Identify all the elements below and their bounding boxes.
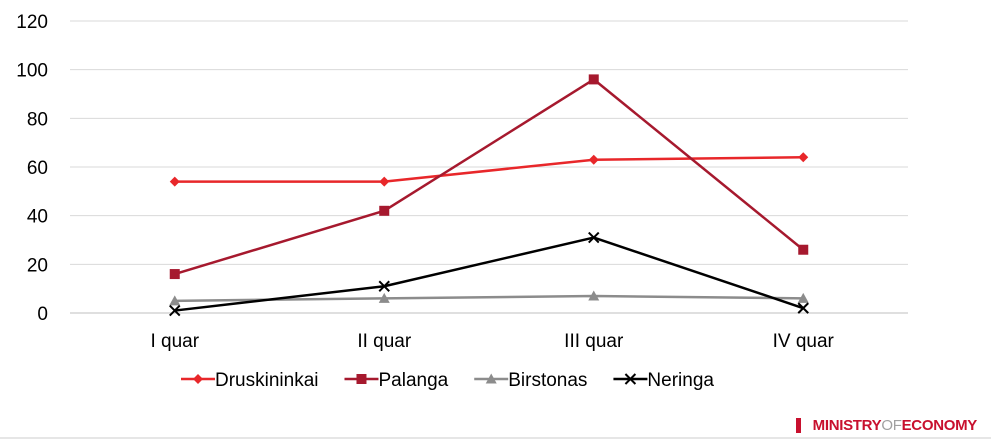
series-lines bbox=[169, 74, 809, 317]
legend-item-neringa: Neringa bbox=[613, 370, 714, 391]
logo-word-economy: ECONOMY bbox=[901, 417, 978, 434]
x-tick-label: III quar bbox=[564, 331, 624, 352]
y-tick-label: 100 bbox=[16, 61, 48, 82]
logo-word-ministry: MINISTRY bbox=[812, 417, 882, 434]
data-point bbox=[169, 295, 181, 306]
y-axis-tick-labels: 0 20 40 60 80 100 120 bbox=[16, 12, 48, 325]
series-neringa bbox=[169, 231, 809, 317]
footer-divider bbox=[0, 437, 991, 439]
data-point bbox=[797, 292, 809, 303]
y-tick-label: 60 bbox=[27, 158, 48, 179]
series-line bbox=[174, 236, 804, 312]
data-point bbox=[588, 74, 599, 85]
data-point bbox=[485, 373, 497, 384]
y-tick-label: 40 bbox=[27, 207, 48, 228]
data-point bbox=[169, 176, 180, 187]
legend: Druskininkai Palanga Birstonas Neringa bbox=[181, 370, 714, 391]
data-point bbox=[169, 304, 181, 317]
series-birstonas bbox=[169, 290, 809, 306]
data-point bbox=[379, 205, 390, 216]
data-point bbox=[379, 176, 390, 187]
data-point bbox=[798, 152, 809, 163]
legend-label: Birstonas bbox=[508, 370, 587, 391]
series-druskininkai bbox=[169, 152, 809, 187]
legend-item-birstonas: Birstonas bbox=[474, 370, 587, 391]
series-palanga bbox=[169, 74, 809, 280]
y-tick-label: 80 bbox=[27, 109, 48, 130]
data-point bbox=[588, 154, 599, 165]
data-point bbox=[588, 231, 600, 244]
data-point bbox=[356, 374, 367, 384]
legend-label: Druskininkai bbox=[215, 370, 318, 391]
x-tick-label: II quar bbox=[357, 331, 412, 352]
x-axis-tick-labels: I quar II quar III quar IV quar bbox=[150, 331, 834, 352]
legend-item-palanga: Palanga bbox=[344, 370, 449, 391]
data-point bbox=[624, 373, 637, 385]
x-tick-label: I quar bbox=[150, 331, 199, 352]
data-point bbox=[169, 269, 180, 280]
gridlines bbox=[70, 20, 908, 314]
legend-item-druskininkai: Druskininkai bbox=[181, 370, 318, 391]
data-point bbox=[193, 374, 203, 384]
series-line bbox=[174, 156, 804, 183]
x-tick-label: IV quar bbox=[773, 331, 835, 352]
data-point bbox=[797, 302, 809, 314]
ministry-of-economy-logo: MINISTRY OF ECONOMY bbox=[795, 417, 978, 434]
data-point bbox=[588, 290, 600, 301]
data-point bbox=[378, 280, 390, 292]
logo-word-of: OF bbox=[881, 417, 902, 434]
data-point bbox=[798, 244, 809, 255]
series-line bbox=[174, 78, 805, 276]
data-point bbox=[378, 292, 390, 303]
y-tick-label: 0 bbox=[37, 304, 48, 325]
legend-label: Palanga bbox=[378, 370, 448, 391]
y-tick-label: 20 bbox=[27, 255, 48, 276]
y-tick-label: 120 bbox=[16, 12, 48, 33]
legend-label: Neringa bbox=[647, 370, 714, 391]
logo-bar-icon bbox=[795, 418, 801, 433]
